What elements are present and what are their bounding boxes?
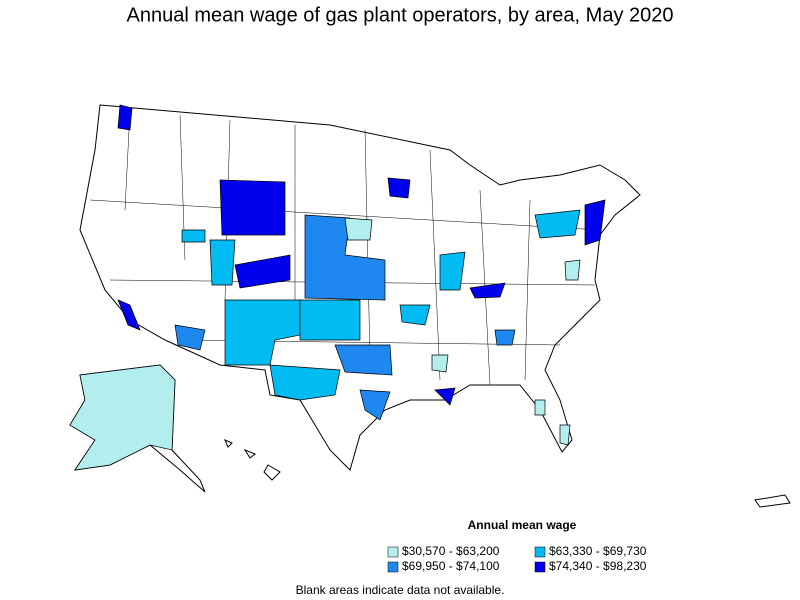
wage-region [399, 304, 431, 326]
wage-region [387, 177, 411, 199]
puerto-rico [754, 494, 791, 508]
map [69, 104, 791, 508]
legend-swatch [387, 546, 399, 558]
wage-region [269, 364, 341, 401]
wage-region [564, 259, 581, 281]
wage-region [434, 387, 456, 406]
legend-label: $30,570 - $63,200 [402, 544, 500, 558]
legend: $30,570 - $63,200 $63,330 - $69,730 $69,95… [387, 544, 647, 573]
wage-region [304, 214, 386, 301]
wage-region [69, 364, 176, 471]
wage-region [584, 199, 606, 246]
wage-region [181, 229, 206, 243]
legend-label: $69,950 - $74,100 [402, 559, 500, 573]
wage-region [334, 344, 393, 376]
wage-region [117, 104, 133, 131]
wage-region [117, 299, 141, 331]
wage-region [359, 389, 391, 421]
wage-region [234, 254, 291, 289]
wage-region [534, 209, 581, 239]
hawaii [224, 439, 281, 481]
map-title: Annual mean wage of gas plant operators,… [126, 4, 673, 26]
wage-regions [69, 104, 606, 471]
wage-region [469, 282, 506, 299]
wage-region [299, 299, 361, 341]
wage-region [344, 217, 373, 241]
legend-label: $63,330 - $69,730 [549, 544, 647, 558]
legend-swatch [534, 546, 546, 558]
wage-region [559, 424, 571, 446]
legend-title: Annual mean wage [468, 518, 577, 532]
wage-region [439, 251, 466, 291]
legend-label: $74,340 - $98,230 [549, 559, 647, 573]
wage-region [219, 179, 286, 236]
legend-swatch [387, 561, 399, 573]
wage-region [431, 354, 449, 373]
wage-region [209, 239, 236, 286]
legend-swatch [534, 561, 546, 573]
wage-region [534, 399, 546, 416]
wage-region [494, 329, 516, 346]
wage-region [174, 324, 206, 351]
footnote: Blank areas indicate data not available. [296, 583, 505, 597]
